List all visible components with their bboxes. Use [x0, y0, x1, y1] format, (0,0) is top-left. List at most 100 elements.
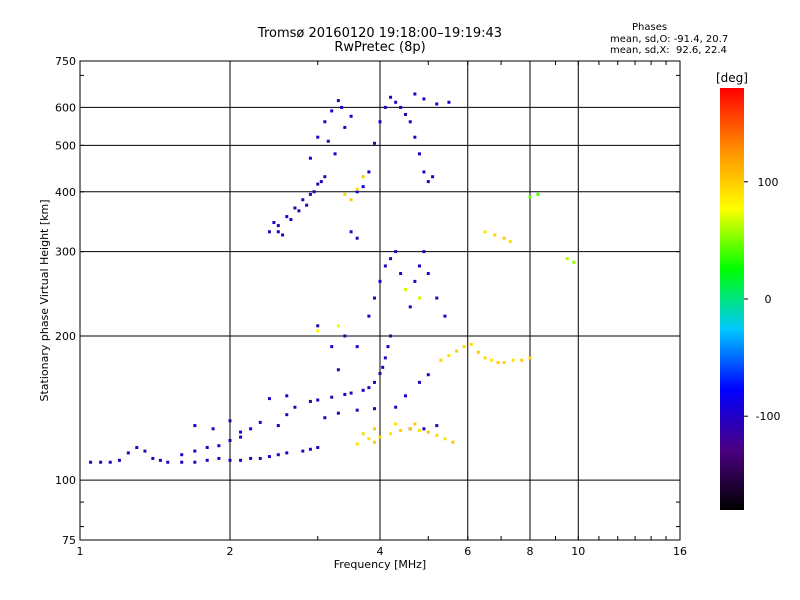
data-point: [330, 395, 334, 399]
data-point: [502, 236, 506, 240]
grid-lines: [79, 60, 681, 541]
data-point: [413, 135, 417, 139]
y-tick-label: 500: [55, 139, 76, 152]
data-point: [258, 456, 262, 460]
data-point: [408, 305, 412, 309]
data-point: [389, 95, 393, 99]
data-point: [285, 394, 289, 398]
data-point: [528, 356, 532, 360]
data-point: [239, 435, 243, 439]
data-point: [373, 440, 377, 444]
data-point: [422, 170, 426, 174]
data-point: [511, 358, 515, 362]
data-point: [361, 388, 365, 392]
data-point: [117, 458, 121, 462]
data-point: [426, 272, 430, 276]
data-point: [378, 371, 382, 375]
data-point: [293, 206, 297, 210]
data-point: [373, 407, 377, 411]
data-point: [408, 427, 412, 431]
data-point: [394, 250, 398, 254]
data-point: [355, 187, 359, 191]
x-axis-label: Frequency [MHz]: [334, 558, 426, 571]
data-point: [381, 365, 385, 369]
data-point: [239, 430, 243, 434]
data-point: [462, 345, 466, 349]
data-point: [308, 192, 312, 196]
data-point: [383, 356, 387, 360]
data-point: [276, 424, 280, 428]
data-point: [447, 354, 451, 358]
data-point: [426, 373, 430, 377]
data-point: [378, 120, 382, 124]
data-point: [469, 342, 473, 346]
data-point: [249, 427, 253, 431]
data-point: [217, 444, 221, 448]
y-tick-label: 400: [55, 186, 76, 199]
data-point: [285, 215, 289, 219]
data-point: [431, 175, 435, 179]
data-point: [483, 356, 487, 360]
data-point: [490, 358, 494, 362]
data-point: [193, 460, 197, 464]
y-tick-label: 750: [55, 55, 76, 68]
data-point: [316, 329, 320, 333]
data-point: [476, 350, 480, 354]
colorbar-tick-label: 100: [758, 176, 779, 189]
data-point: [373, 427, 377, 431]
data-point: [193, 449, 197, 453]
data-point: [435, 102, 439, 106]
data-point: [180, 453, 184, 457]
data-point: [205, 458, 209, 462]
y-tick-label: 600: [55, 101, 76, 114]
data-point: [528, 195, 532, 199]
data-point: [272, 221, 276, 225]
data-point: [305, 203, 309, 207]
data-point: [417, 264, 421, 268]
x-tick-label: 2: [227, 545, 234, 558]
data-point: [422, 427, 426, 431]
data-point: [330, 109, 334, 113]
x-tick-label: 10: [571, 545, 585, 558]
data-point: [276, 453, 280, 457]
data-point: [413, 279, 417, 283]
data-point: [333, 152, 337, 156]
data-point: [417, 428, 421, 432]
data-point: [316, 398, 320, 402]
data-point: [572, 260, 576, 264]
data-point: [520, 358, 524, 362]
data-point: [336, 324, 340, 328]
data-point: [565, 257, 569, 261]
minor-ticks: [79, 61, 681, 540]
chart-subtitle: RwPretec (8p): [334, 40, 426, 55]
data-point: [180, 460, 184, 464]
phases-heading: Phases: [632, 22, 668, 33]
data-point: [361, 185, 365, 189]
data-point: [89, 460, 93, 464]
data-point: [316, 445, 320, 449]
data-point: [493, 233, 497, 237]
data-point: [151, 456, 155, 460]
data-point: [297, 209, 301, 213]
data-point: [228, 439, 232, 443]
data-point: [336, 411, 340, 415]
series-X: [89, 92, 451, 464]
phases-stats-o: mean, sd,O: -91.4, 20.7: [610, 34, 729, 45]
data-point: [323, 120, 327, 124]
data-point: [373, 141, 377, 145]
data-point: [323, 416, 327, 420]
data-point: [422, 250, 426, 254]
data-point: [267, 455, 271, 459]
data-point: [205, 445, 209, 449]
y-axis-label: Stationary phase Virtual Height [km]: [38, 199, 51, 401]
data-point: [330, 345, 334, 349]
data-point: [413, 422, 417, 426]
data-point: [281, 233, 285, 237]
data-point: [316, 324, 320, 328]
data-point: [439, 358, 443, 362]
y-tick-label: 200: [55, 330, 76, 343]
data-point: [417, 152, 421, 156]
data-point: [228, 458, 232, 462]
data-point: [349, 114, 353, 118]
data-point: [408, 120, 412, 124]
